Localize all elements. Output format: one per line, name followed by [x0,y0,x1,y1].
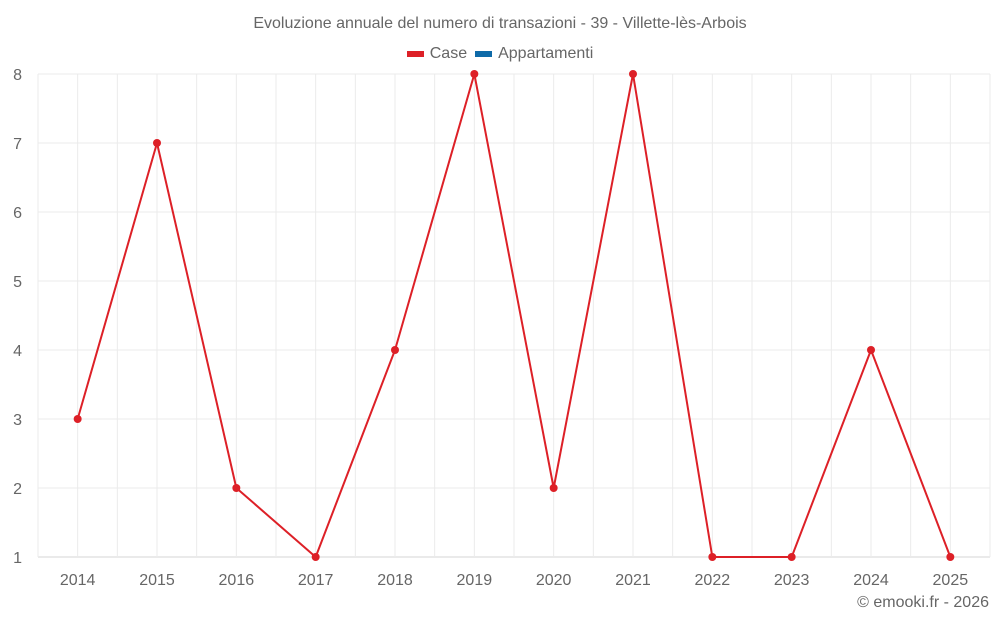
data-point[interactable] [311,553,320,561]
x-tick-label: 2017 [298,572,334,589]
y-tick-label: 1 [13,550,22,567]
x-tick-label: 2014 [60,572,96,589]
legend-item-case[interactable]: Case [406,45,468,63]
data-point[interactable] [549,484,558,492]
chart-legend: Case Appartamenti [0,45,1000,63]
x-tick-label: 2021 [615,572,651,589]
data-point[interactable] [391,346,399,354]
series-case [73,70,955,561]
data-point[interactable] [787,553,796,561]
series-line [76,73,952,558]
credit-text: © emooki.fr - 2026 [857,594,989,611]
x-tick-label: 2024 [853,572,889,589]
x-tick-label: 2016 [219,572,255,589]
y-tick-label: 5 [13,274,22,291]
data-point[interactable] [708,553,717,561]
x-axis: 2014 2015 2016 2017 2018 2019 2020 2021 2022 2023… [60,572,968,589]
y-tick-label: 2 [13,481,22,498]
y-tick-label: 6 [13,205,22,222]
x-tick-label: 2023 [774,572,810,589]
y-tick-label: 8 [13,67,22,84]
y-tick-label: 3 [13,412,22,429]
data-point[interactable] [946,553,955,561]
y-tick-label: 4 [13,343,22,360]
legend-label-case: Case [429,45,468,62]
chart-title: Evoluzione annuale del numero di transaz… [253,15,747,32]
data-point[interactable] [232,484,241,492]
x-tick-label: 2019 [457,572,493,589]
legend-label-appartamenti: Appartamenti [498,45,594,62]
data-point[interactable] [629,70,637,78]
data-point[interactable] [867,346,875,354]
legend-swatch-case-icon [406,51,424,57]
y-axis: 1 2 3 4 5 6 7 8 [13,67,22,567]
x-tick-label: 2018 [377,572,413,589]
legend-swatch-appartamenti-icon [475,51,493,57]
y-tick-label: 7 [13,136,22,153]
data-point[interactable] [73,415,82,423]
gridlines [37,73,991,558]
x-tick-label: 2025 [933,572,969,589]
x-tick-label: 2020 [536,572,572,589]
legend-item-appartamenti[interactable]: Appartamenti [475,45,593,63]
data-point[interactable] [153,139,161,147]
data-point[interactable] [470,70,479,78]
x-tick-label: 2022 [695,572,731,589]
x-tick-label: 2015 [139,572,175,589]
